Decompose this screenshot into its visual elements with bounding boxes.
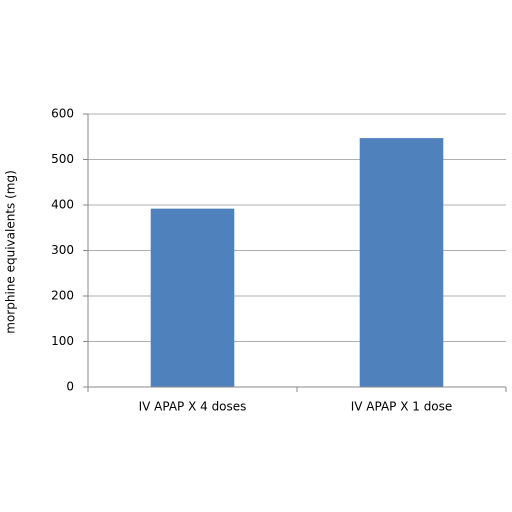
y-tick-label: 300 — [51, 243, 74, 257]
y-tick-label: 400 — [51, 198, 74, 212]
x-tick-label: IV APAP X 4 doses — [139, 400, 247, 414]
y-axis-label: morphine equivalents (mg) — [4, 170, 18, 333]
y-tick-label: 600 — [51, 107, 74, 121]
y-tick-label: 500 — [51, 152, 74, 166]
x-tick-label: IV APAP X 1 dose — [351, 400, 453, 414]
bar — [359, 138, 444, 387]
y-tick-label: 100 — [51, 334, 74, 348]
y-tick-label: 0 — [66, 380, 74, 394]
y-tick-label: 200 — [51, 289, 74, 303]
bar — [150, 208, 235, 387]
